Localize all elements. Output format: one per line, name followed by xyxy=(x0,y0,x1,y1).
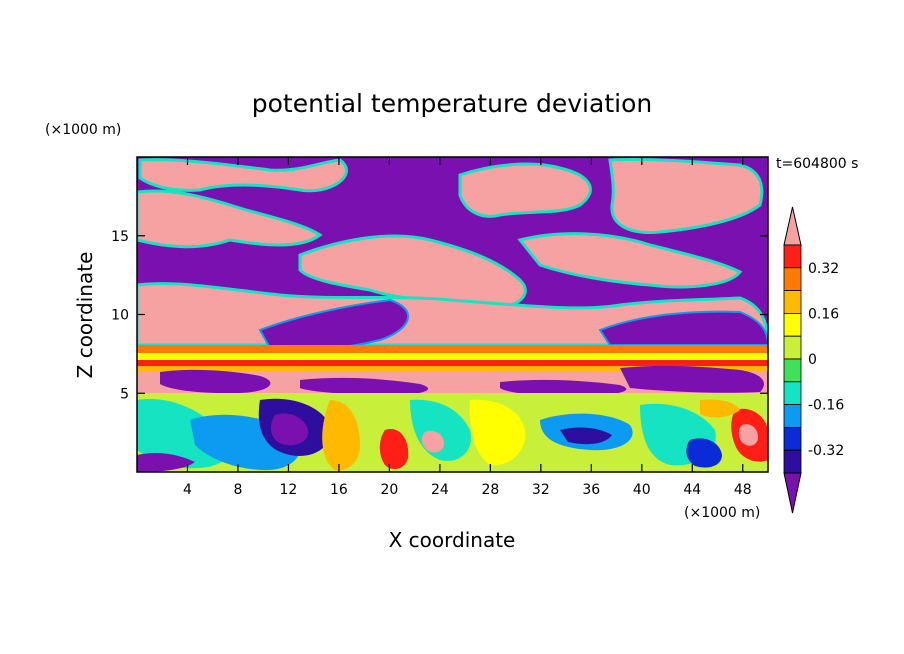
x-tick-label: 24 xyxy=(431,482,449,498)
colorbar-tick-label: 0 xyxy=(808,352,817,368)
lower-purple-2 xyxy=(560,427,612,445)
colorbar-swatch xyxy=(783,449,802,474)
lower-yellow-1 xyxy=(469,399,526,466)
x-tick-label: 48 xyxy=(734,482,752,498)
time-label: t=604800 s xyxy=(776,156,858,172)
x-tick-label: 36 xyxy=(582,482,600,498)
y-tick-label: 10 xyxy=(111,308,129,324)
colorbar-swatch xyxy=(783,267,802,291)
colorbar-extend-bottom xyxy=(783,472,802,514)
lower-orange-1 xyxy=(322,400,360,471)
colorbar: 0.32 0.16 0 -0.16 -0.32 xyxy=(783,206,844,514)
band-yellow xyxy=(137,353,768,360)
x-axis-label: X coordinate xyxy=(389,528,516,552)
x-unit-label: (×1000 m) xyxy=(684,505,760,521)
region-purple-low-band-1 xyxy=(160,369,271,394)
y-axis-label: Z coordinate xyxy=(73,252,97,379)
lower-red-1 xyxy=(379,429,409,470)
lower-purple-1b xyxy=(270,413,309,446)
chart-title: potential temperature deviation xyxy=(252,89,652,118)
region-purple-low-band-2 xyxy=(300,377,429,395)
colorbar-swatch xyxy=(783,290,802,314)
y-axis: 5 10 15 xyxy=(111,229,768,402)
band-orange-2 xyxy=(137,366,768,371)
colorbar-extend-top xyxy=(783,206,802,246)
x-tick-label: 32 xyxy=(532,482,550,498)
x-tick-label: 20 xyxy=(380,482,398,498)
region-pink-6 xyxy=(608,157,764,235)
x-tick-label: 44 xyxy=(683,482,701,498)
lower-pink-1 xyxy=(421,430,445,453)
colorbar-tick-label: -0.32 xyxy=(808,443,844,459)
region-pink-5 xyxy=(517,232,743,289)
x-tick-label: 40 xyxy=(633,482,651,498)
lower-blue-3 xyxy=(686,438,722,468)
region-pink-4 xyxy=(458,162,592,218)
y-unit-label: (×1000 m) xyxy=(45,122,121,138)
lower-orange-2 xyxy=(700,399,740,418)
colorbar-swatch xyxy=(783,381,802,405)
x-tick-label: 4 xyxy=(183,482,192,498)
y-tick-label: 5 xyxy=(120,386,129,402)
x-tick-label: 8 xyxy=(233,482,242,498)
region-purple-mid-2 xyxy=(598,310,768,346)
x-tick-label: 12 xyxy=(280,482,298,498)
colorbar-swatch xyxy=(783,244,802,269)
colorbar-swatch xyxy=(783,404,802,428)
x-tick-label: 28 xyxy=(481,482,499,498)
band-red xyxy=(137,360,768,366)
region-pink-3 xyxy=(298,234,527,312)
colorbar-swatch xyxy=(783,335,802,360)
colorbar-tick-label: 0.32 xyxy=(808,261,839,277)
band-orange xyxy=(137,345,768,353)
region-purple-low-band-4 xyxy=(620,365,764,393)
colorbar-tick-label: -0.16 xyxy=(808,398,844,414)
region-purple-low-band-3 xyxy=(500,379,627,396)
colorbar-swatch xyxy=(783,358,802,383)
y-tick-label: 15 xyxy=(111,229,129,245)
x-tick-label: 16 xyxy=(330,482,348,498)
contour-field xyxy=(137,157,768,472)
x-axis: 4 8 12 16 20 24 28 32 36 40 44 48 xyxy=(183,157,752,498)
region-pink-2 xyxy=(137,189,323,249)
colorbar-swatch xyxy=(783,426,802,451)
lower-purple-3 xyxy=(137,452,195,472)
colorbar-swatch xyxy=(783,312,802,337)
lower-pink-2 xyxy=(738,424,758,446)
region-pink-1 xyxy=(138,158,348,193)
colorbar-tick-label: 0.16 xyxy=(808,306,839,322)
